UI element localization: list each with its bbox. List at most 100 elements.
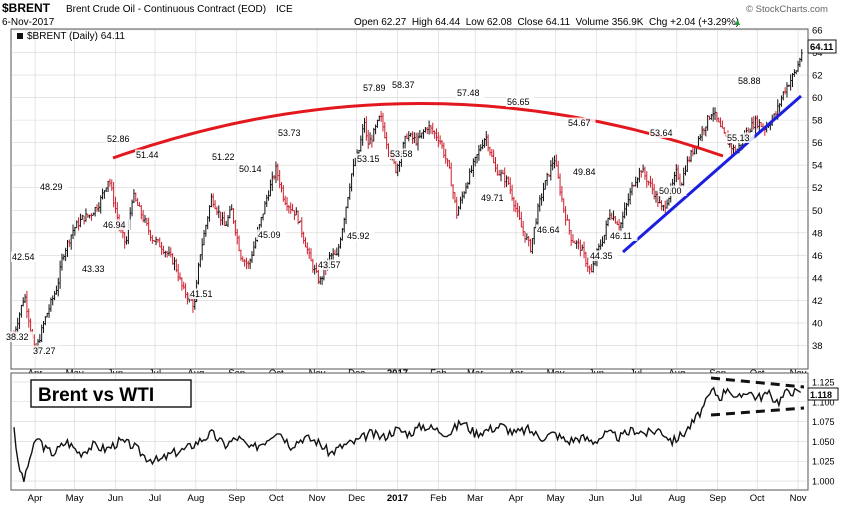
annotation-bg: [39, 181, 68, 192]
y-tick-label: 44: [812, 273, 823, 284]
x-tick-label: May: [547, 493, 565, 504]
annotation-bg: [737, 75, 766, 86]
annotation-bg: [572, 166, 601, 177]
swing-value-label: 54.67: [568, 118, 591, 128]
annotation-bg: [536, 224, 565, 235]
y-tick-label: 38: [812, 341, 823, 352]
annotation-bg: [391, 79, 420, 90]
annotation-bg: [135, 149, 164, 160]
annotation-bg: [506, 96, 535, 107]
chart-date: 6-Nov-2017: [2, 17, 55, 28]
y-tick-label: 1.050: [812, 437, 835, 447]
swing-value-label: 46.11: [610, 231, 632, 241]
y-tick-label: 48: [812, 228, 823, 239]
x-tick-label: Dec: [348, 493, 365, 504]
swing-value-label: 42.54: [12, 252, 35, 262]
swing-value-label: 58.37: [392, 80, 415, 90]
swing-value-label: 53.58: [390, 149, 413, 159]
y-tick-label: 56: [812, 138, 823, 149]
wedge-upper-line: [710, 376, 805, 389]
swing-value-label: 53.64: [650, 128, 673, 138]
swing-value-label: 38.32: [6, 332, 29, 342]
y-tick-label: 64: [812, 48, 823, 59]
x-tick-label: Sep: [228, 493, 245, 504]
x-tick-label: 2017: [387, 493, 408, 504]
swing-value-label: 58.88: [738, 76, 761, 86]
x-tick-label: Sep: [709, 493, 726, 504]
annotation-bg: [567, 117, 596, 128]
price-legend: $BRENT (Daily) 64.11: [27, 31, 125, 42]
swing-value-label: 37.27: [33, 346, 56, 356]
ratio-x-axis: Apr May Jun Jul Aug Sep Oct Nov Dec 2017 Feb Mar Apr…: [28, 493, 807, 504]
y-tick-label: 1.125: [812, 377, 835, 387]
swing-value-label: 51.44: [136, 150, 159, 160]
annotation-bg: [362, 82, 391, 93]
y-tick-label: 1.025: [812, 457, 835, 467]
legend-swatch: [17, 33, 23, 39]
x-tick-label: Aug: [187, 493, 204, 504]
ratio-last-tag: [807, 387, 839, 401]
x-tick-label: Mar: [467, 493, 483, 504]
brand-label: © StockCharts.com: [746, 4, 828, 15]
price-annotations: 42.54 38.32 37.27 48.29 43.33 52.86 51.44 46.94…: [5, 75, 766, 356]
annotation-bg: [658, 185, 687, 196]
ohlc-summary: Open 62.27 High 64.44 Low 62.08 Close 64…: [354, 17, 739, 28]
y-tick-label: 66: [812, 26, 823, 37]
annotation-bg: [81, 263, 110, 274]
x-tick-label: Apr: [28, 493, 43, 504]
y-tick-label: 60: [812, 93, 823, 104]
annotation-bg: [456, 87, 485, 98]
swing-value-label: 57.48: [457, 88, 480, 98]
annotation-bg: [317, 259, 346, 270]
annotation-bg: [609, 230, 638, 241]
swing-value-label: 45.92: [347, 231, 370, 241]
swing-value-label: 50.14: [239, 164, 262, 174]
swing-value-label: 51.22: [212, 152, 235, 162]
annotation-bg: [649, 127, 678, 138]
x-tick-label: Oct: [269, 493, 284, 504]
annotation-bg: [11, 251, 40, 262]
ratio-panel-title: Brent vs WTI: [38, 385, 154, 406]
swing-value-label: 49.71: [481, 193, 504, 203]
rounding-top-arc: [112, 102, 724, 160]
x-tick-label: May: [66, 493, 84, 504]
annotation-bg: [238, 163, 267, 174]
annotation-bg: [257, 229, 286, 240]
ratio-last-value: 1.118: [810, 390, 832, 400]
swing-value-label: 55.13: [727, 133, 750, 143]
annotation-bg: [106, 133, 135, 144]
price-grid: [12, 29, 807, 368]
annotation-bg: [480, 192, 509, 203]
y-tick-label: 54: [812, 161, 823, 172]
x-tick-label: Jun: [108, 493, 123, 504]
annotation-bg: [356, 153, 385, 164]
x-tick-label: Oct: [750, 493, 765, 504]
exchange-label: ICE: [276, 4, 293, 15]
x-tick-label: Aug: [668, 493, 685, 504]
swing-value-label: 50.00: [659, 186, 682, 196]
wedge-lower-line: [710, 406, 805, 417]
swing-value-label: 43.57: [318, 260, 341, 270]
change-up-arrow-icon: ▲: [733, 17, 742, 27]
annotation-bg: [389, 148, 418, 159]
annotation-bg: [346, 230, 375, 241]
swing-value-label: 46.64: [537, 225, 560, 235]
annotation-bg: [726, 132, 755, 143]
annotation-bg: [211, 151, 240, 162]
x-tick-label: Nov: [309, 493, 326, 504]
annotation-bg: [32, 345, 61, 356]
y-tick-label: 1.100: [812, 397, 835, 407]
swing-value-label: 56.65: [507, 97, 530, 107]
ticker-title: $BRENT: [2, 1, 51, 15]
y-tick-label: 52: [812, 183, 823, 194]
y-tick-label: 1.000: [812, 477, 835, 487]
swing-value-label: 43.33: [82, 264, 105, 274]
swing-value-label: 48.29: [40, 182, 63, 192]
y-tick-label: 58: [812, 116, 823, 127]
ratio-series-line: [13, 386, 802, 482]
x-tick-label: Feb: [430, 493, 446, 504]
swing-value-label: 53.73: [278, 128, 301, 138]
y-tick-label: 50: [812, 206, 823, 217]
annotation-bg: [5, 331, 34, 342]
